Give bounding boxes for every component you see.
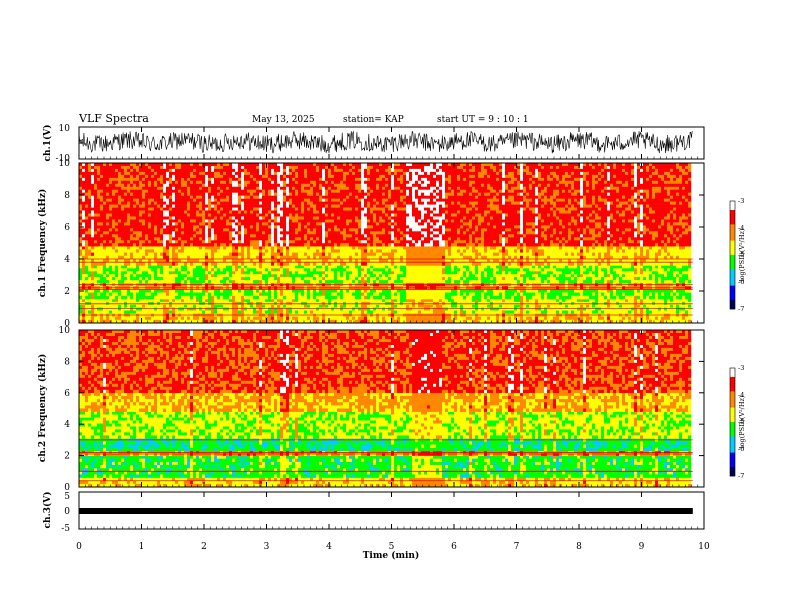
ytick-label-0: 0 [64, 319, 70, 329]
spectrogram-no-data [692, 330, 704, 487]
ch2-spectrogram-yticks: 0 2 4 6 8 10 [59, 326, 704, 493]
colorbar-tick--6: -6 [738, 445, 744, 453]
xtick-label-5: 5 [389, 542, 395, 552]
colorbar-tick--7: -7 [738, 305, 744, 313]
colorbar-tick--5: -5 [738, 251, 744, 259]
xtick-label-7: 7 [514, 542, 520, 552]
ch3-ytick-bottom: -5 [61, 524, 70, 534]
xtick-label-1: 1 [139, 542, 145, 552]
ytick-label-0: 0 [64, 483, 70, 493]
ch1-channel-label: ch.1 Frequency (kHz) [37, 189, 48, 298]
ytick-label-4: 4 [64, 255, 70, 265]
colorbar-tick--3: -3 [738, 197, 744, 205]
colorbar-tick--7: -7 [738, 472, 744, 480]
xtick-label-2: 2 [201, 542, 207, 552]
ytick-label-6: 6 [64, 389, 70, 399]
ytick-label-10: 10 [59, 326, 71, 336]
ch1-spectrogram-panel: 0 2 4 6 8 10 ch.1 Frequency (kHz) [37, 159, 705, 329]
colorbar-tick--3: -3 [738, 364, 744, 372]
ytick-label-10: 10 [59, 159, 71, 169]
ch1-colorbar: -3 -4 -5 -6 -7 log(PSD)(V²/Hz) [729, 197, 746, 313]
time-axis-ticks: 0 1 2 3 4 5 6 7 8 9 10 [76, 127, 710, 552]
colorbar-label: log(PSD)(V²/Hz) [738, 395, 746, 448]
ytick-label-8: 8 [64, 357, 70, 367]
colorbar-label: log(PSD)(V²/Hz) [738, 228, 746, 281]
xtick-label-10: 10 [698, 542, 710, 552]
ch3-ytick-top: 5 [64, 492, 70, 502]
ch1-spectrogram-yticks: 0 2 4 6 8 10 [59, 159, 704, 329]
time-axis-label: Time (min) [363, 550, 420, 561]
xtick-label-3: 3 [264, 542, 270, 552]
colorbar-frame [729, 367, 736, 477]
start-time-label: start UT = 9 : 10 : 1 [437, 115, 529, 125]
xtick-label-4: 4 [326, 542, 332, 552]
ch2-spectrogram-image [79, 330, 704, 488]
ch1-waveform-trace [78, 130, 693, 154]
colorbar-tick--4: -4 [738, 224, 744, 232]
ytick-label-2: 2 [64, 287, 70, 297]
ch2-colorbar: -3 -4 -5 -6 -7 log(PSD)(V²/Hz) [729, 364, 746, 480]
ch2-channel-label: ch.2 Frequency (kHz) [37, 354, 48, 463]
colorbar-tick--5: -5 [738, 418, 744, 426]
ch3-ytick-mid: 0 [64, 507, 70, 517]
figure-title: VLF Spectra [78, 112, 149, 125]
date-label: May 13, 2025 [252, 115, 315, 125]
ch1-spectrogram-image [79, 163, 704, 324]
ytick-label-4: 4 [64, 420, 70, 430]
colorbar-frame [729, 200, 736, 310]
spectrogram-no-data [692, 163, 704, 323]
ch1-ytick-bottom: -10 [56, 154, 71, 164]
station-label: station= KAP [343, 115, 404, 125]
ch1-ytick-top: 10 [59, 124, 71, 134]
ch3-waveform-ylabel: ch.3(V) [42, 492, 53, 529]
xtick-label-6: 6 [451, 542, 457, 552]
colorbar-tick--4: -4 [738, 391, 744, 399]
ch2-spectrogram-panel: 0 2 4 6 8 10 ch.2 Frequency (kHz) [37, 326, 705, 493]
ytick-label-6: 6 [64, 223, 70, 233]
ch1-waveform-ylabel: ch.1(V) [42, 125, 53, 162]
xtick-label-0: 0 [76, 542, 82, 552]
xtick-label-9: 9 [639, 542, 645, 552]
ytick-label-2: 2 [64, 452, 70, 462]
colorbar-tick--6: -6 [738, 278, 744, 286]
xtick-label-8: 8 [576, 542, 582, 552]
ytick-label-8: 8 [64, 191, 70, 201]
ch3-waveform-trace [79, 508, 693, 514]
